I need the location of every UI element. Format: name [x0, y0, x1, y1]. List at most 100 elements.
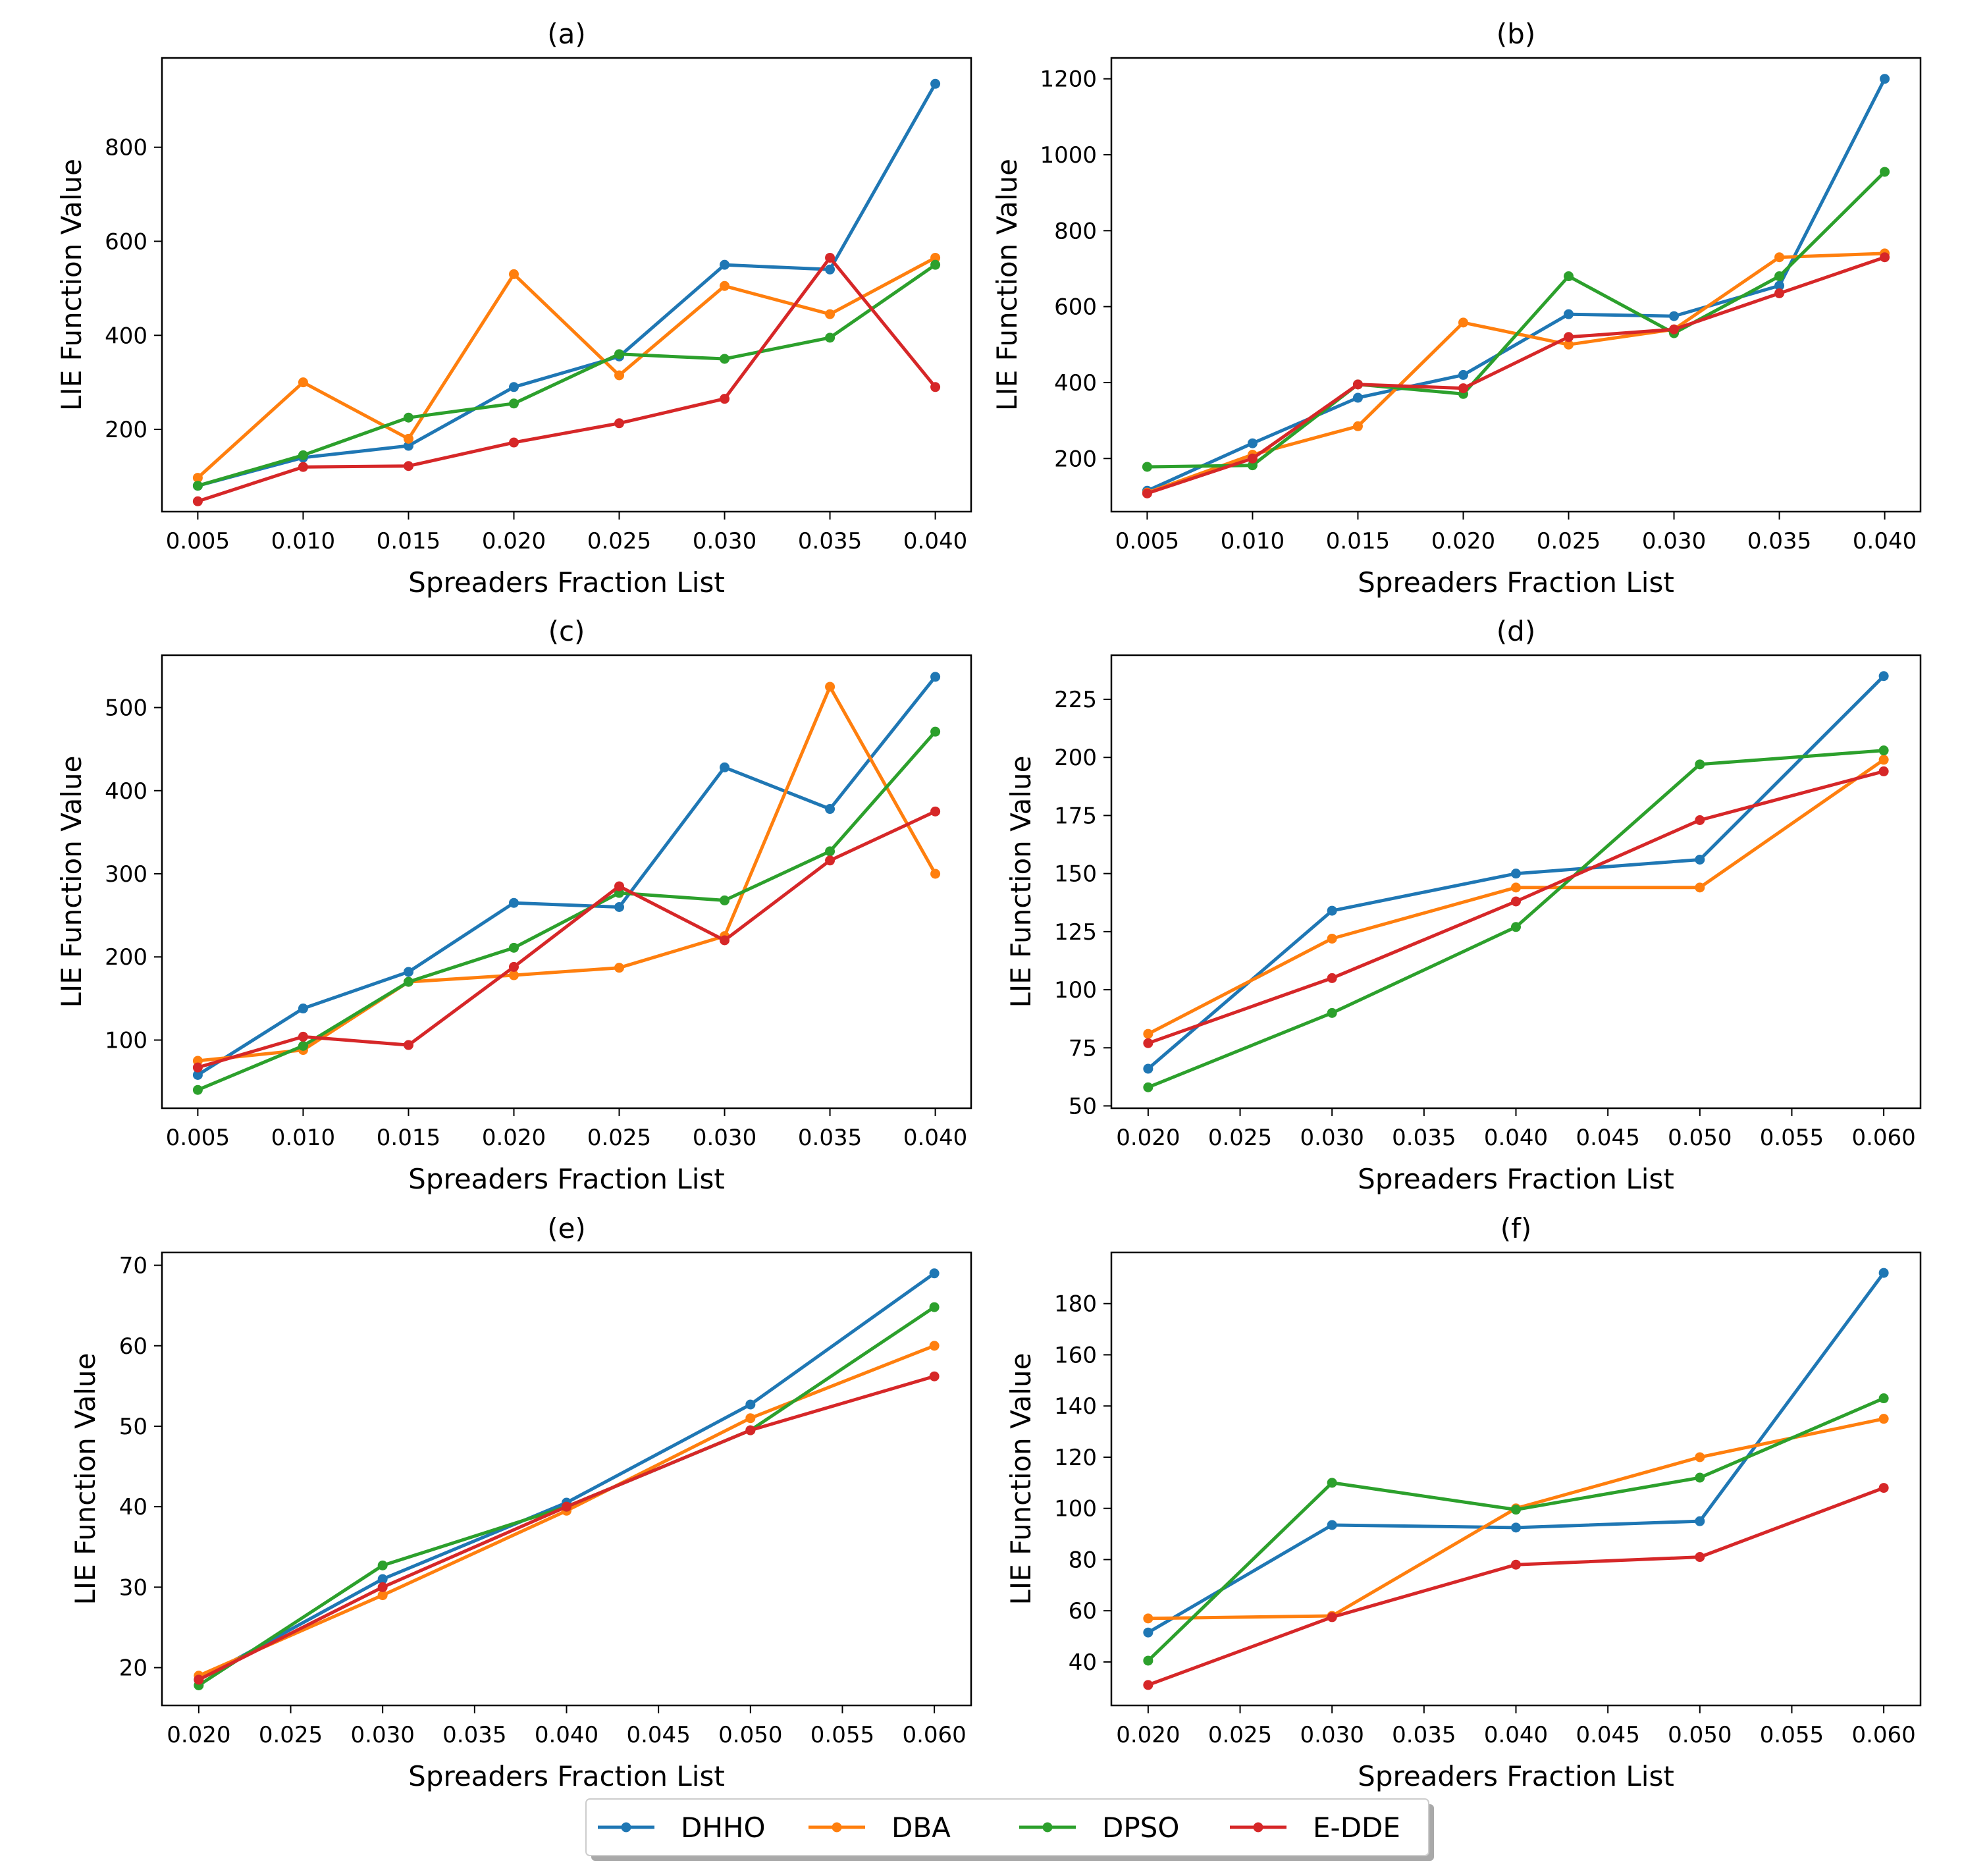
y-tick-label: 800 — [105, 135, 147, 161]
data-point-dhho — [720, 762, 730, 772]
data-point-dpso — [377, 1560, 388, 1570]
data-point-dhho — [614, 902, 625, 913]
series-line-dpso — [197, 263, 937, 488]
data-point-dba — [614, 963, 625, 973]
data-point-e-dde — [1878, 1483, 1889, 1493]
data-point-e-dde — [825, 252, 835, 263]
y-tick-label: 120 — [1054, 1445, 1097, 1471]
data-point-dhho — [377, 1574, 388, 1584]
data-point-e-dde — [403, 461, 413, 471]
legend-entry-e-dde: E-DDE — [1230, 1811, 1400, 1844]
x-axis-label: Spreaders Fraction List — [1358, 566, 1674, 599]
y-tick-label: 100 — [1054, 977, 1097, 1004]
x-tick-label: 0.005 — [166, 1125, 230, 1151]
data-point-e-dde — [1511, 896, 1521, 907]
legend-label: E-DDE — [1313, 1811, 1400, 1844]
x-tick-label: 0.015 — [1326, 528, 1390, 554]
data-point-dba — [930, 869, 941, 879]
data-point-dhho — [1458, 369, 1468, 380]
data-point-dba — [1458, 317, 1468, 328]
y-tick-label: 175 — [1054, 803, 1097, 829]
x-tick-label: 0.010 — [271, 1125, 335, 1151]
data-point-e-dde — [1143, 1038, 1153, 1048]
x-tick-label: 0.025 — [587, 1125, 651, 1151]
data-point-e-dde — [1327, 973, 1337, 983]
data-point-dhho — [1695, 854, 1705, 865]
data-point-dhho — [745, 1399, 756, 1410]
legend-label: DHHO — [681, 1811, 766, 1844]
data-point-dhho — [929, 1268, 940, 1279]
data-point-dhho — [825, 804, 835, 815]
x-tick-label: 0.020 — [1431, 528, 1495, 554]
data-point-dpso — [1247, 460, 1258, 471]
x-tick-label: 0.020 — [167, 1722, 230, 1748]
data-point-dba — [614, 370, 625, 381]
data-point-e-dde — [1511, 1559, 1521, 1570]
x-tick-label: 0.005 — [1115, 528, 1179, 554]
y-tick-label: 140 — [1054, 1393, 1097, 1420]
axes-frame — [161, 1251, 972, 1707]
x-tick-label: 0.050 — [1668, 1125, 1732, 1151]
y-tick-label: 30 — [119, 1574, 147, 1601]
data-point-dpso — [508, 942, 519, 953]
data-point-dhho — [1878, 671, 1889, 682]
data-point-e-dde — [1695, 1552, 1705, 1563]
data-point-dba — [298, 377, 308, 388]
x-tick-label: 0.060 — [1851, 1722, 1915, 1748]
x-tick-label: 0.055 — [1760, 1125, 1824, 1151]
y-tick-label: 40 — [119, 1494, 147, 1520]
x-axis-label: Spreaders Fraction List — [408, 566, 725, 599]
y-tick-label: 180 — [1054, 1291, 1097, 1318]
data-point-dba — [1352, 421, 1363, 431]
data-point-dhho — [403, 967, 413, 977]
x-tick-label: 0.060 — [1851, 1125, 1915, 1151]
panel-a: (a) 0.005 0.010 0.015 0.020 0.025 0.030 0.035 0.… — [55, 18, 972, 599]
data-point-e-dde — [1564, 332, 1574, 342]
data-point-dhho — [1511, 1522, 1521, 1533]
data-point-dpso — [930, 726, 941, 737]
data-point-dhho — [1878, 1268, 1889, 1278]
data-point-dpso — [1880, 167, 1890, 177]
panel-title: (d) — [1497, 615, 1535, 647]
data-point-dba — [1143, 1029, 1153, 1039]
data-point-e-dde — [298, 462, 308, 472]
series-line-dba — [196, 256, 936, 479]
y-tick-label: 200 — [105, 417, 147, 443]
y-tick-label: 300 — [105, 861, 147, 888]
panel-d: (d) 0.020 0.025 0.030 0.035 0.040 0.045 0.050 0.… — [1005, 615, 1922, 1195]
x-tick-label: 0.015 — [377, 1125, 440, 1151]
panel-e: (e) 0.020 0.025 0.030 0.035 0.040 0.045 0.050 0.… — [69, 1212, 972, 1792]
data-point-dpso — [1327, 1478, 1337, 1488]
x-tick-label: 0.055 — [1760, 1722, 1824, 1748]
x-axis-label: Spreaders Fraction List — [1358, 1163, 1674, 1195]
data-point-dpso — [298, 1040, 308, 1051]
y-tick-label: 160 — [1054, 1342, 1097, 1368]
x-tick-label: 0.045 — [1576, 1125, 1639, 1151]
series-line-dhho — [197, 676, 937, 1077]
data-point-dba — [508, 970, 519, 980]
axes-frame — [161, 57, 972, 513]
legend-entry-dhho: DHHO — [598, 1811, 766, 1844]
data-point-e-dde — [1142, 488, 1152, 498]
data-point-dpso — [1695, 759, 1705, 770]
legend-entry-dpso: DPSO — [1019, 1811, 1179, 1844]
series-line-dpso — [1147, 171, 1886, 469]
y-tick-label: 200 — [1054, 446, 1097, 472]
data-point-e-dde — [192, 496, 203, 506]
data-point-dba — [930, 252, 941, 263]
x-tick-label: 0.005 — [166, 528, 230, 554]
data-point-dhho — [1247, 438, 1258, 448]
panel-title: (e) — [547, 1212, 586, 1245]
series-group — [192, 78, 941, 506]
x-axis-label: Spreaders Fraction List — [408, 1163, 725, 1195]
data-point-e-dde — [1352, 379, 1363, 390]
x-tick-label: 0.035 — [442, 1722, 506, 1748]
series-group — [194, 1268, 940, 1690]
series-line-e-dde — [1148, 769, 1884, 1045]
data-point-e-dde — [1695, 815, 1705, 826]
x-axis-label: Spreaders Fraction List — [1358, 1760, 1674, 1792]
y-tick-label: 600 — [1054, 294, 1097, 321]
y-tick-label: 75 — [1069, 1035, 1097, 1061]
axes-frame — [161, 654, 972, 1110]
data-point-e-dde — [377, 1582, 388, 1592]
